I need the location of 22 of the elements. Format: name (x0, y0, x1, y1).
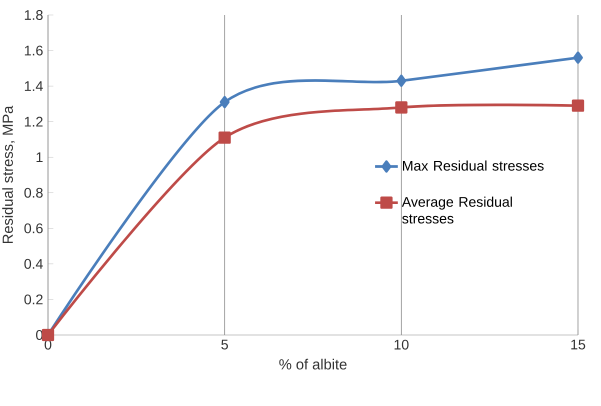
y-tick-label: 0.6 (24, 223, 43, 234)
y-tick-label: 1.6 (24, 46, 43, 56)
y-tick-label: 0.4 (24, 258, 43, 269)
point (572, 100, 584, 112)
point (220, 96, 230, 108)
y-tick-label: 1.4 (24, 81, 43, 91)
x-tick-label: 5 (221, 340, 228, 350)
point (395, 101, 408, 114)
point (218, 132, 231, 144)
point (573, 52, 583, 64)
y-axis-title: Residual stress, MPa (2, 106, 15, 244)
legend-label: Max Residual stresses (402, 160, 544, 171)
y-tick-label: 0.8 (24, 188, 43, 198)
x-axis-title: % of albite (279, 358, 347, 370)
x-tick-label: 10 (394, 340, 409, 350)
x-tick-label: 15 (571, 340, 586, 350)
y-tick-label: 1.8 (24, 10, 43, 20)
y-tick-label: 0.2 (24, 294, 43, 304)
legend-label: Average Residual stresses (402, 196, 512, 224)
y-tick-label: 1.2 (24, 116, 43, 127)
point (396, 74, 406, 87)
y-tick-label: 1 (36, 152, 43, 162)
